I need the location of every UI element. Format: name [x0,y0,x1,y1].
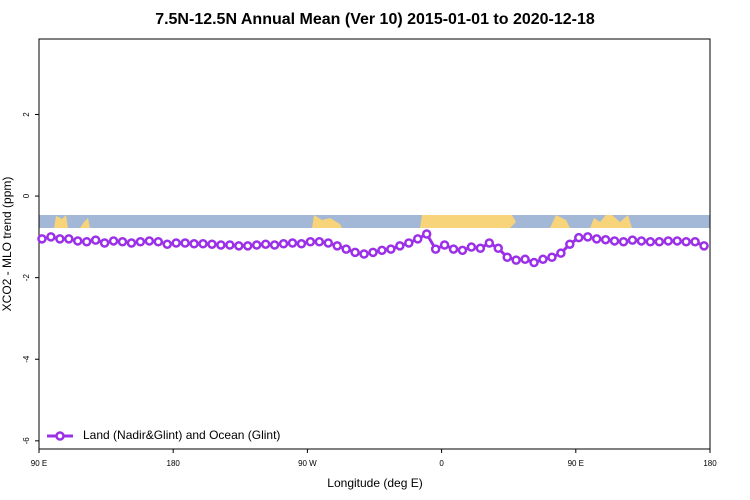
data-point [296,239,307,249]
data-point [314,237,325,247]
x-tick-label: 180 [703,459,717,468]
data-point [565,239,575,249]
chart-title: 7.5N-12.5N Annual Mean (Ver 10) 2015-01-… [155,11,595,28]
x-tick-label: 90 E [568,459,584,468]
data-point [475,243,486,254]
data-point [251,240,262,250]
legend-label: Land (Nadir&Glint) and Ocean (Glint) [83,428,280,442]
data-point [73,236,83,246]
data-point [681,237,691,247]
y-tick-label: -2 [22,274,31,282]
data-point [412,234,423,244]
data-point [502,252,512,263]
data-point [153,237,164,247]
data-point [556,248,566,258]
data-point [493,243,504,254]
data-point [511,255,521,265]
plot-frame [38,38,711,450]
data-point [538,254,548,265]
data-point [645,237,656,247]
data-point [37,234,47,244]
y-tick-label: -6 [22,437,31,445]
y-tick-label: 0 [22,193,31,198]
data-point [439,240,450,250]
land [54,215,632,228]
x-axis-label: Longitude (deg E) [327,476,422,490]
data-point [243,241,253,251]
data-point [466,242,477,252]
x-tick-label: 90 E [31,459,47,468]
data-point [377,245,387,256]
data-point [55,234,65,244]
data-point [234,241,244,251]
x-tick-label: 0 [439,459,444,468]
data-point [457,245,468,256]
data-point [699,241,709,251]
data-point [189,239,199,249]
data-point [430,244,441,254]
y-tick-label: 2 [22,112,31,117]
map-strip [39,215,710,228]
data-point [421,229,432,239]
data-point [171,238,181,248]
data-point [126,238,137,248]
data-point [404,238,414,248]
y-tick-label: -4 [22,355,31,363]
data-point [144,236,155,246]
data-point [287,238,298,248]
data-point [46,232,56,242]
data-point [600,234,611,245]
data-point [278,239,289,249]
data-point [672,236,682,246]
data-point [636,236,647,246]
data-point [108,236,119,246]
data-point [520,254,530,265]
x-tick-label: 90 W [298,459,317,468]
data-point [618,237,629,247]
data-point [135,237,146,247]
data-point [654,237,665,247]
data-point [663,236,673,246]
data-point [591,234,602,244]
ocean-band [39,215,710,228]
data-point [341,244,351,254]
data-point [117,237,128,247]
data-point [350,247,360,258]
data-point [484,238,495,248]
data-point [359,249,369,259]
data-point [448,244,459,254]
data-point [207,239,217,249]
data-point [64,234,74,244]
data-point [627,235,638,245]
data-point [90,235,101,245]
data-point [582,232,593,242]
data-point [529,257,539,268]
data-point [574,232,584,243]
data-point [305,237,316,247]
data-point [547,252,557,263]
data-point [269,240,280,250]
data-point [323,238,334,248]
data-point [216,240,226,250]
data-point [609,236,620,246]
data-point [386,244,396,254]
data-point [81,237,92,247]
y-axis-label: XCO2 - MLO trend (ppm) [0,177,14,312]
data-point [690,237,700,247]
data-point [368,247,378,258]
data-point [198,239,208,249]
legend-marker [55,431,65,441]
data-point [99,238,110,248]
data-point [180,238,190,248]
data-point [260,239,271,249]
data-point [332,241,342,251]
data-point [225,240,235,250]
data-point [395,241,405,251]
data-point [162,239,172,249]
x-tick-label: 180 [167,459,181,468]
